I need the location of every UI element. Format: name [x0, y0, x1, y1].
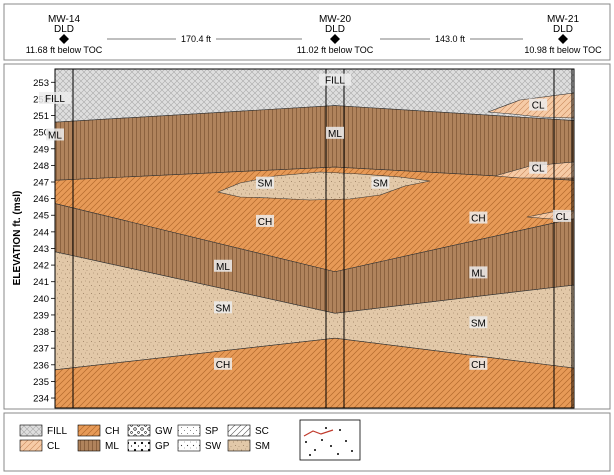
tick-label: 238 [33, 327, 49, 338]
legend-label-sc: SC [255, 426, 269, 437]
layer-label: SM [216, 303, 231, 314]
layer-label-bg [371, 176, 390, 189]
location-thumbnail [299, 419, 361, 461]
layer-label: CH [471, 214, 485, 225]
layer-label: CL [532, 164, 545, 175]
layer-label-bg [39, 91, 71, 104]
legend-swatch-sp [177, 424, 201, 437]
y-axis-label: ELEVATION ft. (msl) [12, 191, 23, 286]
well-depth-mw21: 10.98 ft below TOC [524, 45, 602, 55]
layer-label-bg [319, 73, 351, 86]
well-method-mw14: DLD [54, 24, 74, 35]
well-depth-mw14: 11.68 ft below TOC [26, 45, 103, 55]
tick-label: 236 [33, 360, 49, 371]
header-frame [3, 3, 611, 61]
legend-swatch-ml [77, 439, 101, 452]
layer-label: SM [373, 179, 388, 190]
layer-label: CL [556, 212, 569, 223]
well-method-mw20: DLD [325, 24, 345, 35]
tick-label: 239 [33, 310, 49, 321]
strata-group [54, 68, 575, 409]
layer-label: SM [471, 318, 486, 329]
tick-label: 249 [33, 144, 49, 155]
layer-label: CH [471, 360, 485, 371]
tick-label: 245 [33, 211, 49, 222]
layer-label-bg [529, 161, 548, 174]
legend-label-gw: GW [155, 426, 173, 437]
layer-label-bg [256, 176, 274, 189]
legend-label-gp: GP [155, 441, 170, 452]
tick-label: 241 [33, 277, 49, 288]
tick-label: 234 [33, 394, 49, 405]
tick-label: 244 [33, 227, 49, 238]
layer-label-bg [469, 316, 488, 329]
well-id-mw21: MW-21 [547, 14, 579, 25]
layer-label: CH [258, 217, 272, 228]
well-id-mw14: MW-14 [48, 14, 80, 25]
tick-label: 246 [33, 194, 49, 205]
section-outline [54, 68, 575, 409]
layer-label: ML [471, 268, 485, 279]
layer-label-bg [553, 209, 572, 222]
legend-swatch-ch [77, 424, 101, 437]
well-marker-mw20 [330, 34, 340, 44]
layer-label: ML [216, 262, 230, 273]
legend-swatch-sm [227, 439, 251, 452]
tick-label: 235 [33, 377, 49, 388]
legend: FILL CL CH ML GW GP SP SW SC SM [19, 424, 270, 452]
well-id-mw20: MW-20 [319, 14, 351, 25]
layer-label-bg [46, 128, 64, 141]
layer-label-bg [469, 357, 488, 370]
layer-label-bg [214, 357, 232, 370]
layer-label: FILL [45, 94, 65, 105]
legend-label-sm: SM [255, 441, 270, 452]
well-method-mw21: DLD [553, 24, 573, 35]
legend-label-sw: SW [205, 441, 222, 452]
tick-label: 253 [33, 78, 49, 89]
tick-label: 243 [33, 244, 49, 255]
layer-label-bg [326, 126, 344, 139]
layer-label: CL [532, 101, 545, 112]
layer-label-bg [469, 211, 488, 224]
legend-swatch-sc [227, 424, 251, 437]
layer-label: CH [216, 360, 230, 371]
legend-label-ml: ML [105, 441, 119, 452]
layer-label-bg [214, 301, 232, 314]
layer-label-bg [469, 266, 488, 279]
layer-label: ML [48, 130, 62, 141]
elevation-ticks: 2532522512502492482472462452442432422412… [33, 78, 55, 405]
distance-label-2: 143.0 ft [435, 34, 466, 44]
tick-label: 250 [33, 128, 49, 139]
layer-label: ML [328, 129, 342, 140]
legend-swatch-gw [127, 424, 151, 437]
legend-label-cl: CL [47, 441, 60, 452]
tick-label: 248 [33, 161, 49, 172]
distance-label-1: 170.4 ft [181, 34, 212, 44]
well-marker-mw14 [59, 34, 69, 44]
legend-label-sp: SP [205, 426, 219, 437]
well-marker-mw21 [558, 34, 568, 44]
tick-label: 240 [33, 294, 49, 305]
legend-swatch-cl [19, 439, 43, 452]
tick-label: 247 [33, 178, 49, 189]
tick-label: 242 [33, 261, 49, 272]
legend-label-ch: CH [105, 426, 119, 437]
tick-label: 251 [33, 111, 49, 122]
layer-labels: FILL FILL ML ML CL CL CL SM SM CH CH ML ML SM SM CH CH [39, 73, 572, 371]
legend-swatch-fill [19, 424, 43, 437]
legend-swatch-gp [127, 439, 151, 452]
legend-swatch-sw [177, 439, 201, 452]
layer-label-bg [256, 214, 274, 227]
well-depth-mw20: 11.02 ft below TOC [297, 45, 374, 55]
layer-label-bg [214, 259, 232, 272]
layer-label: FILL [325, 76, 345, 87]
layer-label-bg [529, 98, 548, 111]
tick-label: 237 [33, 344, 49, 355]
legend-label-fill: FILL [47, 426, 67, 437]
layer-label: SM [258, 179, 273, 190]
